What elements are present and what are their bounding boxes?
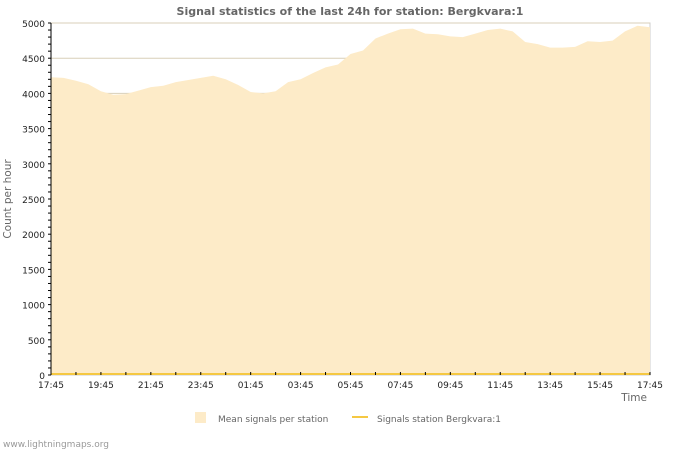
x-tick-label: 17:45: [38, 381, 64, 391]
legend-label-mean: Mean signals per station: [218, 415, 328, 425]
x-tick-label: 03:45: [288, 381, 314, 391]
x-tick-label: 13:45: [537, 381, 563, 391]
y-tick-label: 3500: [22, 126, 45, 136]
chart-title: Signal statistics of the last 24h for st…: [177, 5, 524, 18]
y-tick-label: 2500: [22, 196, 45, 206]
y-axis-label: Count per hour: [2, 159, 14, 239]
y-tick-label: 1500: [22, 266, 45, 276]
legend-swatch-mean: [195, 412, 206, 423]
y-tick-label: 3000: [22, 161, 45, 171]
x-tick-label: 11:45: [487, 381, 513, 391]
x-tick-label: 17:45: [637, 381, 663, 391]
x-tick-label: 23:45: [188, 381, 214, 391]
x-tick-label: 05:45: [338, 381, 364, 391]
x-axis-label: Time: [620, 392, 647, 404]
x-tick-label: 21:45: [138, 381, 164, 391]
y-tick-label: 500: [28, 337, 45, 347]
watermark: www.lightningmaps.org: [3, 440, 109, 450]
y-tick-label: 0: [39, 372, 45, 382]
x-tick-label: 15:45: [587, 381, 613, 391]
x-tick-label: 19:45: [88, 381, 114, 391]
x-tick-label: 01:45: [238, 381, 264, 391]
y-tick-label: 4500: [22, 55, 45, 65]
y-tick-label: 2000: [22, 231, 45, 241]
y-tick-label: 5000: [22, 20, 45, 30]
y-tick-label: 1000: [22, 302, 45, 312]
mean-signals-area: [51, 25, 650, 376]
legend-label-station: Signals station Bergkvara:1: [377, 415, 501, 425]
x-tick-label: 07:45: [387, 381, 413, 391]
x-tick-label: 09:45: [437, 381, 463, 391]
y-tick-label: 4000: [22, 90, 45, 100]
